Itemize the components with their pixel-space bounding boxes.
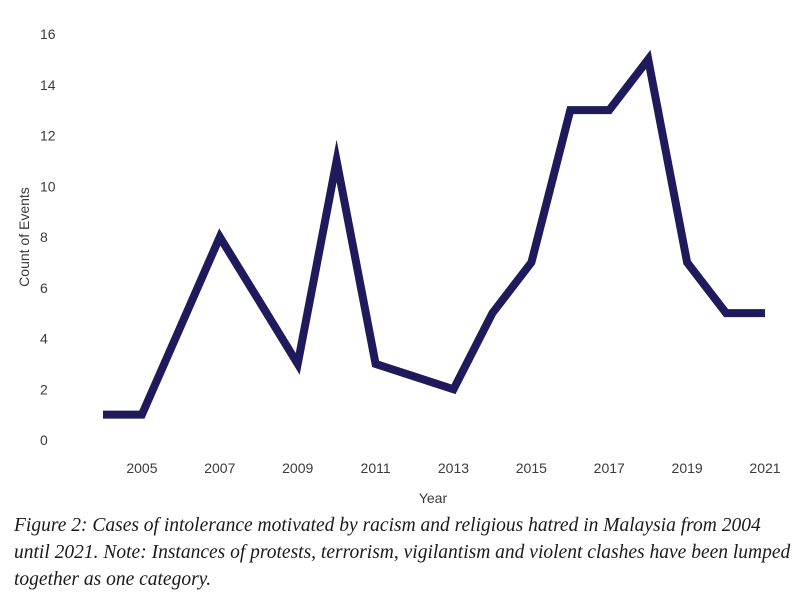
y-tick-label: 10	[40, 178, 56, 194]
x-axis-title: Year	[419, 490, 448, 506]
y-tick-label: 14	[40, 77, 56, 93]
y-tick-label: 0	[40, 432, 48, 448]
x-tick-label: 2015	[516, 460, 547, 476]
y-tick-label: 8	[40, 229, 48, 245]
y-tick-label: 6	[40, 280, 48, 296]
y-tick-label: 2	[40, 381, 48, 397]
y-tick-label: 12	[40, 128, 56, 144]
x-tick-label: 2009	[282, 460, 313, 476]
y-tick-label: 16	[40, 26, 56, 42]
x-tick-label: 2011	[361, 460, 391, 476]
series-line-0	[103, 49, 765, 419]
x-tick-label: 2019	[672, 460, 703, 476]
x-tick-label: 2021	[749, 460, 780, 476]
y-tick-label: 4	[40, 331, 48, 347]
x-tick-label: 2007	[204, 460, 235, 476]
plot-area	[103, 49, 765, 419]
y-axis-title: Count of Events	[16, 187, 32, 287]
figure-caption: Figure 2: Cases of intolerance motivated…	[14, 515, 791, 590]
x-axis-ticks: 2005 2007 2009 2011 2013 2015 2017 2019 2021	[126, 460, 780, 476]
y-axis-ticks: 0 2 4 6 8 10 12 14 16	[40, 26, 56, 448]
x-tick-label: 2013	[438, 460, 469, 476]
x-tick-label: 2017	[594, 460, 625, 476]
x-tick-label: 2005	[126, 460, 157, 476]
